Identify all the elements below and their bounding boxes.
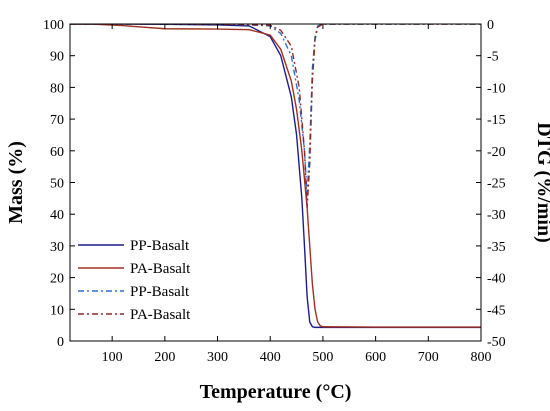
y-right-tick-label: -40 xyxy=(487,272,506,287)
y-axis-right-title: DTG (%/min) xyxy=(533,122,550,243)
legend: PP-Basalt PA-Basalt PP-Basalt PA-Basalt xyxy=(78,238,191,323)
y-right-tick-label: -50 xyxy=(487,335,506,350)
legend-label-4: PA-Basalt xyxy=(130,307,191,323)
y-right-tick-label: -35 xyxy=(487,240,506,255)
y-left-tick-label: 30 xyxy=(50,240,64,255)
y-right-tick-label: -25 xyxy=(487,177,506,192)
y-left-tick-label: 0 xyxy=(57,335,64,350)
y-right-tick-label: -20 xyxy=(487,145,506,160)
y-right-tick-label: -15 xyxy=(487,113,506,128)
y-left-tick-label: 10 xyxy=(50,303,64,318)
y-right-tick-label: 0 xyxy=(487,18,494,33)
x-tick-label: 400 xyxy=(260,350,281,365)
legend-label-3: PP-Basalt xyxy=(130,284,190,300)
y-left-tick-label: 70 xyxy=(50,113,64,128)
y-right-tick-label: -45 xyxy=(487,303,506,318)
y-left-tick-label: 60 xyxy=(50,145,64,160)
x-axis-title: Temperature (°C) xyxy=(200,381,352,403)
x-tick-label: 800 xyxy=(471,350,492,365)
y-left-tick-label: 100 xyxy=(43,18,64,33)
y-right-tick-label: -10 xyxy=(487,81,506,96)
y-right-tick-label: -30 xyxy=(487,208,506,223)
x-tick-label: 100 xyxy=(102,350,123,365)
x-tick-label: 500 xyxy=(312,350,333,365)
y-left-tick-label: 90 xyxy=(50,50,64,65)
x-tick-label: 300 xyxy=(207,350,228,365)
y-right-tick-label: -5 xyxy=(487,50,499,65)
legend-label-2: PA-Basalt xyxy=(130,261,191,277)
y-left-tick-label: 20 xyxy=(50,272,64,287)
series-line-2 xyxy=(70,24,481,328)
plot-lines xyxy=(70,24,481,329)
x-tick-label: 600 xyxy=(365,350,386,365)
series-line-4 xyxy=(70,24,481,208)
x-tick-label: 200 xyxy=(154,350,175,365)
y-left-tick-label: 50 xyxy=(50,177,64,192)
y-axis-left-title: Mass (%) xyxy=(5,141,27,224)
series-line-3 xyxy=(70,24,481,196)
y-left-tick-label: 80 xyxy=(50,81,64,96)
x-tick-label: 700 xyxy=(418,350,439,365)
y-left-tick-label: 40 xyxy=(50,208,64,223)
axis-ticks: 100 200 300 400 500 600 700 8000102030405060708… xyxy=(43,18,506,365)
series-line-1 xyxy=(70,24,481,329)
legend-label-1: PP-Basalt xyxy=(130,238,190,254)
